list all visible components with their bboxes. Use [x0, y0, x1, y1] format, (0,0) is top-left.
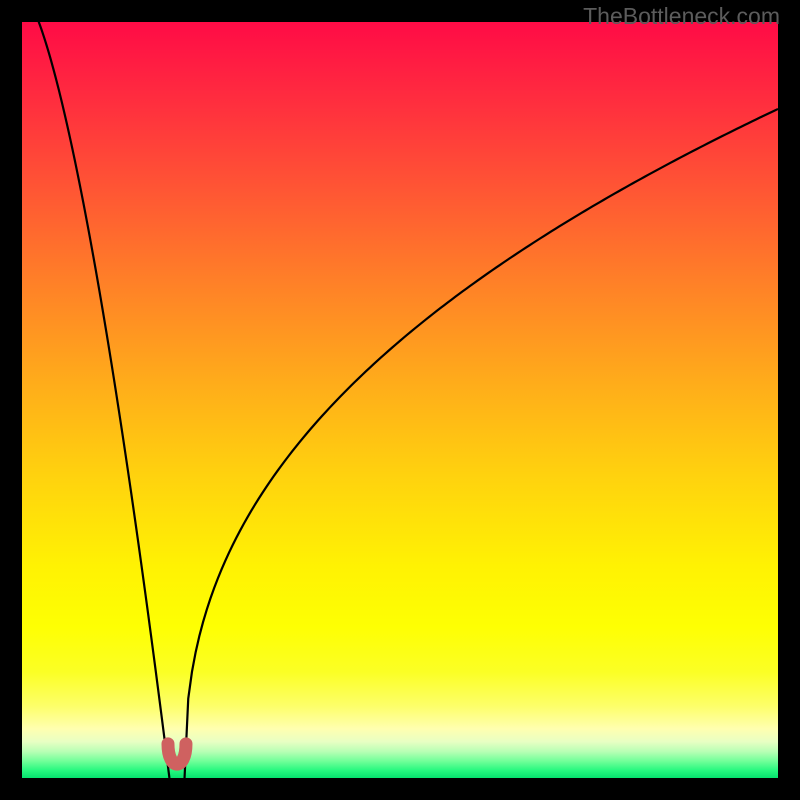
chart-frame: TheBottleneck.com — [0, 0, 800, 800]
right-curve-segment — [185, 109, 778, 778]
watermark-text: TheBottleneck.com — [583, 3, 780, 30]
left-curve-segment — [22, 22, 169, 778]
valley-marker-ushape — [168, 744, 186, 764]
valley-marker — [168, 744, 186, 764]
plot-area — [22, 22, 778, 778]
bottleneck-curve — [22, 22, 778, 778]
